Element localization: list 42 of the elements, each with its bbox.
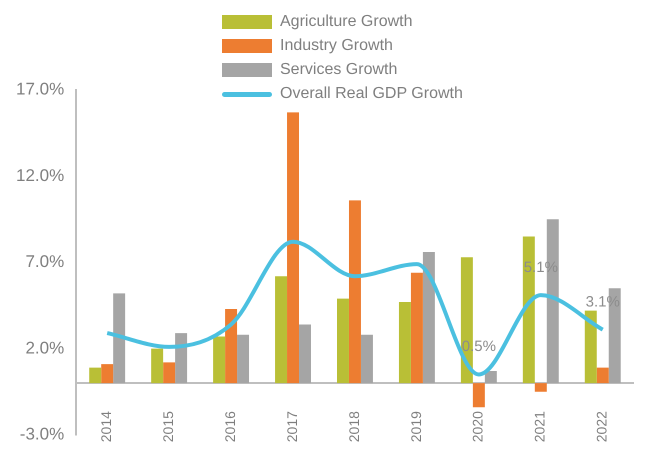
bar xyxy=(89,368,102,384)
bar xyxy=(299,324,311,384)
bar xyxy=(213,336,226,384)
x-tick-label: 2017 xyxy=(284,410,300,442)
bar xyxy=(151,348,164,384)
y-tick-label: 7.0% xyxy=(25,252,64,272)
bar xyxy=(422,252,435,384)
x-tick-label: 2015 xyxy=(160,410,176,442)
legend-label: Services Growth xyxy=(280,61,398,79)
bar xyxy=(584,310,597,384)
x-tick-label: 2022 xyxy=(594,410,610,442)
bar xyxy=(225,308,238,384)
legend-label: Agriculture Growth xyxy=(280,13,412,31)
bar xyxy=(287,112,300,384)
x-tick-label: 2020 xyxy=(470,410,486,442)
bar xyxy=(163,362,176,384)
x-tick-label: 2021 xyxy=(532,410,548,442)
data-label: 5.1% xyxy=(524,258,558,276)
legend-label: Industry Growth xyxy=(280,37,393,55)
x-tick-label: 2018 xyxy=(346,410,362,442)
bar xyxy=(337,298,349,384)
bar xyxy=(275,276,288,384)
bar xyxy=(348,200,361,384)
bar xyxy=(101,364,114,384)
x-tick-label: 2014 xyxy=(98,410,114,442)
bar xyxy=(398,302,411,384)
bar xyxy=(410,272,423,384)
bar xyxy=(534,383,547,392)
y-tick-label: 2.0% xyxy=(25,338,64,358)
bar xyxy=(360,334,373,384)
x-tick-label: 2016 xyxy=(222,410,238,442)
bar xyxy=(472,383,485,408)
x-tick-label: 2019 xyxy=(408,410,424,442)
y-tick-label: 12.0% xyxy=(16,166,64,185)
bar xyxy=(484,371,497,384)
y-tick-label: -3.0% xyxy=(20,424,64,444)
bar xyxy=(596,368,609,384)
legend-label: Overall Real GDP Growth xyxy=(280,85,463,103)
bar xyxy=(113,293,126,384)
bar xyxy=(175,333,188,384)
bar xyxy=(237,334,250,384)
y-tick-label: 17.0% xyxy=(16,80,64,99)
